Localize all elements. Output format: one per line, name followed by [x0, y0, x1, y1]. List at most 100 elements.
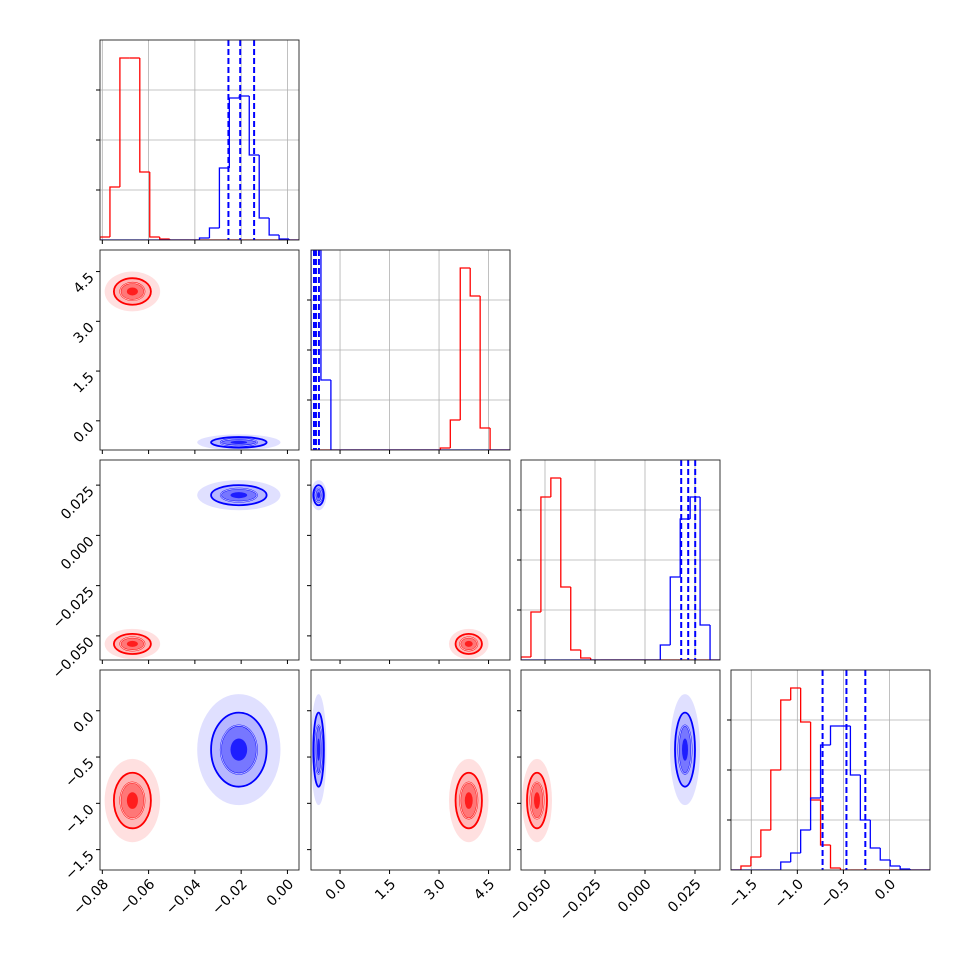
histogram-bin: [760, 829, 771, 857]
x-tick-label: 0.000: [615, 876, 655, 916]
histogram-bin: [889, 860, 901, 867]
histogram-bin: [590, 658, 601, 660]
y-tick-label: 0.000: [58, 534, 98, 574]
x-tick-label: 0.025: [665, 876, 705, 916]
contour: [220, 725, 258, 775]
panel-frame: [99, 249, 300, 451]
panel: [311, 694, 489, 843]
histogram-bin: [689, 496, 701, 519]
histogram-bin: [879, 848, 891, 861]
histogram-bin: [278, 235, 290, 240]
x-tick-label: −0.06: [117, 876, 159, 918]
histogram-bin: [489, 428, 501, 450]
panel: [104, 694, 281, 843]
panel: [521, 460, 720, 660]
contour: [230, 738, 248, 761]
y-tick-label: 0.025: [58, 483, 98, 523]
contour: [459, 636, 478, 651]
panel-frame: [99, 669, 300, 871]
histogram-bin: [228, 97, 240, 168]
histogram-bin: [320, 250, 331, 381]
y-tick-label: −1.0: [62, 802, 97, 837]
contour: [126, 640, 138, 647]
histogram-bin: [780, 699, 791, 770]
histogram-bin: [780, 861, 791, 870]
histogram-bin: [829, 845, 841, 869]
histogram-bin: [459, 267, 471, 420]
panel-frame: [310, 669, 511, 871]
contour: [119, 782, 145, 820]
histogram-bin: [530, 611, 541, 657]
contour: [530, 782, 544, 820]
histogram-bin: [790, 852, 801, 862]
y-tick-label: 3.0: [71, 320, 98, 347]
histogram-bin: [198, 237, 210, 240]
contour: [119, 636, 145, 651]
y-tick-label: 4.5: [71, 270, 98, 297]
histogram-bin: [218, 167, 230, 228]
histogram-bin: [100, 236, 110, 240]
x-tick-label: −1.0: [772, 876, 807, 911]
contour: [464, 640, 473, 647]
histogram-bin: [819, 744, 831, 798]
histogram-bin: [750, 856, 761, 866]
contour: [314, 488, 323, 503]
panel: [522, 694, 700, 843]
histogram-bin: [809, 797, 821, 830]
y-tick-label: 0.0: [71, 709, 98, 736]
histogram-bin: [469, 268, 481, 297]
x-tick-label: −0.02: [209, 876, 251, 918]
histogram-bin: [740, 865, 751, 870]
histogram-bin: [479, 296, 491, 429]
contour: [126, 792, 138, 809]
histogram-bin: [899, 866, 911, 870]
histogram-bin: [119, 57, 130, 187]
histogram-bin: [809, 722, 821, 801]
histogram-bin: [109, 186, 120, 237]
histogram-bin: [139, 58, 150, 173]
histogram-bin: [839, 868, 851, 870]
y-tick-label: −0.025: [50, 584, 98, 632]
histogram-bin: [699, 497, 711, 626]
histogram-bin: [248, 96, 260, 156]
y-tick-label: −1.5: [62, 848, 97, 883]
histogram-bin: [268, 218, 280, 236]
histogram-bin: [159, 237, 170, 240]
histogram-bin: [859, 775, 871, 821]
histogram-bin: [829, 725, 841, 745]
x-tick-label: −0.04: [163, 876, 205, 918]
panel: [100, 40, 299, 240]
x-tick-label: 0.00: [264, 876, 297, 909]
panel-frame: [310, 459, 511, 661]
histogram-bin: [169, 239, 180, 240]
contour: [317, 492, 321, 499]
histogram-bin: [449, 419, 461, 448]
histogram-bin: [560, 478, 571, 588]
panel-frame: [99, 459, 300, 661]
x-tick-label: −0.050: [507, 876, 555, 924]
x-tick-label: −0.08: [70, 876, 112, 918]
histogram-bin: [149, 172, 160, 238]
histogram-bin: [258, 155, 270, 219]
contour: [230, 440, 248, 444]
x-tick-label: −1.5: [726, 876, 761, 911]
panel: [311, 480, 489, 659]
contour: [682, 738, 688, 761]
contour: [678, 725, 692, 775]
contour: [220, 488, 258, 503]
contour: [314, 725, 323, 775]
contour: [534, 792, 540, 809]
panel: [104, 271, 281, 450]
y-tick-label: 0.0: [71, 419, 98, 446]
y-tick-label: −0.050: [50, 634, 98, 682]
contour: [459, 782, 478, 820]
histogram-bin: [790, 687, 801, 700]
histogram-bin: [709, 625, 720, 660]
histogram-bin: [570, 587, 581, 651]
y-tick-label: 1.5: [71, 369, 98, 396]
histogram-bin: [439, 447, 451, 450]
histogram-bin: [208, 227, 220, 238]
contour: [317, 738, 321, 761]
panel: [731, 670, 930, 870]
histogram-bin: [770, 769, 781, 830]
